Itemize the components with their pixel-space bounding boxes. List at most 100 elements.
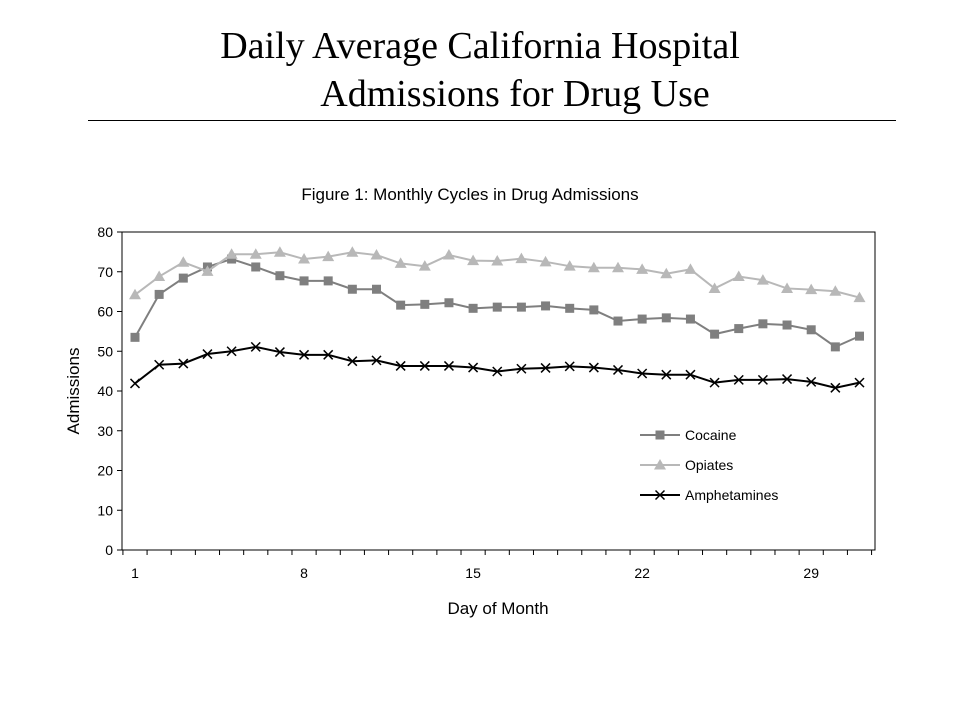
y-tick-label: 80 <box>97 224 113 240</box>
amphetamines-point <box>564 361 575 372</box>
opiates-point <box>829 285 842 296</box>
amphetamines-point <box>178 358 189 369</box>
y-tick-label: 20 <box>97 463 113 479</box>
opiates-point <box>756 274 769 285</box>
cocaine-point <box>468 303 478 313</box>
cocaine-point <box>613 316 623 326</box>
x-tick-label: 15 <box>465 565 481 581</box>
opiates-point <box>129 288 141 300</box>
legend-item-amphetamines: Amphetamines <box>640 487 778 503</box>
cocaine-point <box>661 313 671 323</box>
opiates-point <box>177 256 190 267</box>
opiates-point <box>442 249 455 260</box>
legend-label: Amphetamines <box>685 487 778 503</box>
cocaine-point <box>830 342 840 352</box>
cocaine-point <box>541 301 551 311</box>
cocaine-point <box>565 303 575 313</box>
opiates-point <box>298 253 311 264</box>
cocaine-point <box>855 331 864 341</box>
cocaine-point <box>396 300 406 310</box>
legend: Cocaine Opiates Amphetamines <box>640 427 778 503</box>
amphetamines-point <box>588 362 599 373</box>
amphetamines-point <box>202 349 213 360</box>
opiates-point <box>684 263 697 274</box>
y-axis-label: Admissions <box>64 348 83 435</box>
opiates-point <box>394 257 407 268</box>
amphetamines-point <box>371 355 382 366</box>
cocaine-point <box>516 302 526 312</box>
amphetamines-point <box>299 349 310 360</box>
amphetamines-point <box>612 364 624 375</box>
series-cocaine <box>130 254 864 352</box>
opiates-point <box>273 246 286 257</box>
cocaine-point <box>782 320 792 330</box>
y-tick-label: 0 <box>105 542 113 558</box>
opiates-point <box>587 261 600 273</box>
series-amphetamines <box>129 341 865 393</box>
amphetamines-point <box>830 382 841 393</box>
amphetamines-point <box>637 368 648 379</box>
x-tick-label: 1 <box>131 565 139 581</box>
cocaine-point <box>710 329 720 339</box>
opiates-point <box>322 250 335 262</box>
opiates-point <box>853 291 866 303</box>
cocaine-point <box>444 298 454 308</box>
legend-item-opiates: Opiates <box>640 457 733 473</box>
amphetamines-point <box>757 374 768 385</box>
series-opiates <box>129 246 866 303</box>
x-axis-label: Day of Month <box>447 599 548 618</box>
amphetamines-point <box>782 374 793 385</box>
opiates-point <box>418 260 431 271</box>
cocaine-point <box>685 314 695 324</box>
opiates-point <box>805 283 818 295</box>
amphetamines-point <box>274 347 285 358</box>
amphetamines-point <box>154 359 165 370</box>
amphetamines-point <box>661 369 672 380</box>
x-tick-label: 8 <box>300 565 308 581</box>
amphetamines-point <box>854 377 865 388</box>
cocaine-point <box>372 284 381 294</box>
amphetamines-point <box>250 341 261 352</box>
legend-label: Cocaine <box>685 427 737 443</box>
axes: 0 10 20 30 40 50 60 70 80 1 8 15 22 29 <box>97 224 873 581</box>
slide-title-line2: Admissions for Drug Use <box>320 73 710 115</box>
amphetamines-point <box>540 362 551 373</box>
amphetamines-point <box>492 366 503 377</box>
opiates-point <box>225 248 238 259</box>
amphetamines-point <box>129 378 141 389</box>
amphetamines-point <box>685 369 696 380</box>
amphetamines-point <box>806 376 817 387</box>
slide-title-line1: Daily Average California Hospital <box>220 25 740 67</box>
cocaine-point <box>299 276 309 286</box>
opiates-point <box>249 248 262 259</box>
amphetamines-point <box>443 360 454 371</box>
amphetamines-point <box>395 360 406 371</box>
cocaine-point <box>492 302 502 312</box>
x-tick-label: 22 <box>634 565 650 581</box>
amphetamines-point <box>347 356 358 367</box>
y-tick-label: 70 <box>97 264 113 280</box>
opiates-point <box>612 261 624 273</box>
legend-label: Opiates <box>685 457 733 473</box>
opiates-point <box>660 267 673 279</box>
chart-title: Figure 1: Monthly Cycles in Drug Admissi… <box>301 185 638 204</box>
cocaine-point <box>420 299 430 309</box>
opiates-point <box>491 255 504 266</box>
amphetamines-point <box>419 360 430 371</box>
amphetamines-point <box>323 349 334 360</box>
plot-area <box>121 231 876 551</box>
cocaine-point <box>734 324 744 334</box>
cocaine-point <box>251 262 261 272</box>
opiates-point <box>708 282 721 293</box>
cocaine-point <box>178 273 188 283</box>
opiates-point <box>636 263 649 274</box>
amphetamines-point <box>468 362 479 373</box>
cocaine-point <box>806 325 816 335</box>
y-tick-label: 30 <box>97 423 113 439</box>
opiates-point <box>201 265 214 276</box>
cocaine-point <box>275 271 285 281</box>
legend-marker <box>655 430 665 440</box>
y-tick-label: 50 <box>97 343 113 359</box>
opiates-point <box>370 249 383 260</box>
